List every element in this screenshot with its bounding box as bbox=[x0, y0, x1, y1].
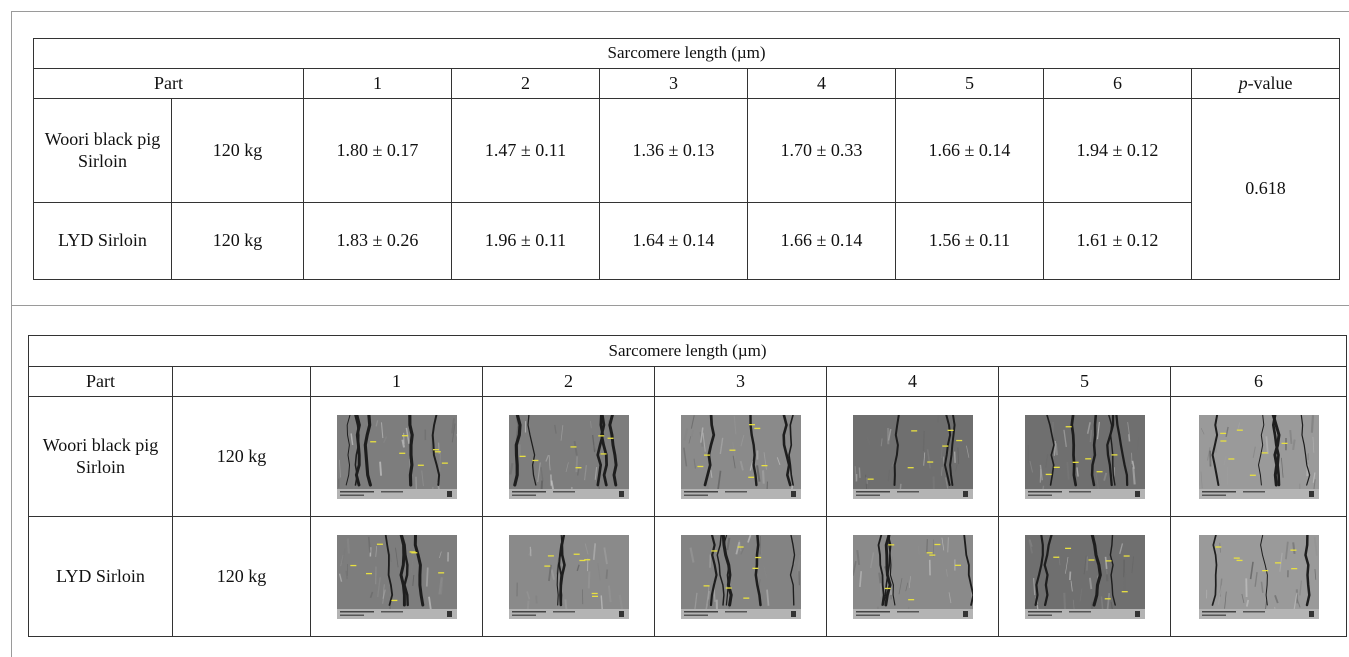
col-header: 4 bbox=[748, 69, 896, 99]
value-cell: 1.66 ± 0.14 bbox=[748, 203, 896, 280]
sem-image-cell bbox=[999, 517, 1171, 637]
col-header: 2 bbox=[452, 69, 600, 99]
value-cell: 1.61 ± 0.12 bbox=[1044, 203, 1192, 280]
sem-image-cell bbox=[1171, 397, 1347, 517]
value-cell: 1.56 ± 0.11 bbox=[896, 203, 1044, 280]
sem-image-cell bbox=[1171, 517, 1347, 637]
value-cell: 1.70 ± 0.33 bbox=[748, 99, 896, 203]
col-header: 3 bbox=[600, 69, 748, 99]
table-title: Sarcomere length (µm) bbox=[34, 39, 1340, 69]
value-cell: 1.64 ± 0.14 bbox=[600, 203, 748, 280]
table-row: Woori black pig Sirloin 120 kg bbox=[29, 397, 1347, 517]
sem-image-cell bbox=[655, 517, 827, 637]
table-title: Sarcomere length (µm) bbox=[29, 336, 1347, 367]
col-header: 3 bbox=[655, 367, 827, 397]
col-header: 2 bbox=[483, 367, 655, 397]
sem-micrograph bbox=[1025, 415, 1145, 499]
empty-header bbox=[173, 367, 311, 397]
sem-image-cell bbox=[999, 397, 1171, 517]
sem-image-cell bbox=[483, 397, 655, 517]
row-weight: 120 kg bbox=[172, 99, 304, 203]
sem-micrograph bbox=[853, 415, 973, 499]
part-header: Part bbox=[29, 367, 173, 397]
row-weight: 120 kg bbox=[172, 203, 304, 280]
value-cell: 1.66 ± 0.14 bbox=[896, 99, 1044, 203]
table-row: LYD Sirloin 120 kg bbox=[29, 517, 1347, 637]
col-header: 4 bbox=[827, 367, 999, 397]
sem-micrograph bbox=[681, 415, 801, 499]
col-header: 5 bbox=[896, 69, 1044, 99]
pvalue-cell: 0.618 bbox=[1192, 99, 1340, 280]
frame-mid-rule bbox=[11, 305, 1349, 306]
col-header: 6 bbox=[1044, 69, 1192, 99]
col-header: 1 bbox=[311, 367, 483, 397]
pvalue-header-italic: p bbox=[1239, 73, 1248, 93]
sem-micrograph bbox=[337, 535, 457, 619]
frame-left-rule bbox=[11, 11, 12, 657]
row-part: Woori black pig Sirloin bbox=[29, 397, 173, 517]
sem-micrograph bbox=[509, 415, 629, 499]
sem-micrograph bbox=[337, 415, 457, 499]
pvalue-header-rest: -value bbox=[1248, 73, 1293, 93]
sem-micrograph bbox=[681, 535, 801, 619]
row-weight: 120 kg bbox=[173, 397, 311, 517]
value-cell: 1.96 ± 0.11 bbox=[452, 203, 600, 280]
row-part: LYD Sirloin bbox=[34, 203, 172, 280]
sarcomere-values-table: Sarcomere length (µm) Part 1 2 3 4 5 6 p… bbox=[33, 38, 1340, 280]
value-cell: 1.80 ± 0.17 bbox=[304, 99, 452, 203]
row-weight: 120 kg bbox=[173, 517, 311, 637]
value-cell: 1.94 ± 0.12 bbox=[1044, 99, 1192, 203]
sem-micrograph bbox=[1199, 415, 1319, 499]
sem-image-cell bbox=[311, 517, 483, 637]
row-part: LYD Sirloin bbox=[29, 517, 173, 637]
value-cell: 1.47 ± 0.11 bbox=[452, 99, 600, 203]
sem-image-cell bbox=[655, 397, 827, 517]
table-row: Woori black pig Sirloin 120 kg 1.80 ± 0.… bbox=[34, 99, 1340, 203]
part-header: Part bbox=[34, 69, 304, 99]
sem-image-cell bbox=[827, 397, 999, 517]
sem-micrograph bbox=[853, 535, 973, 619]
pvalue-header: p-value bbox=[1192, 69, 1340, 99]
col-header: 5 bbox=[999, 367, 1171, 397]
col-header: 1 bbox=[304, 69, 452, 99]
row-part: Woori black pig Sirloin bbox=[34, 99, 172, 203]
sem-image-cell bbox=[311, 397, 483, 517]
table-row: LYD Sirloin 120 kg 1.83 ± 0.26 1.96 ± 0.… bbox=[34, 203, 1340, 280]
sem-micrograph bbox=[509, 535, 629, 619]
frame-top-rule bbox=[11, 11, 1349, 12]
value-cell: 1.83 ± 0.26 bbox=[304, 203, 452, 280]
sem-image-cell bbox=[827, 517, 999, 637]
col-header: 6 bbox=[1171, 367, 1347, 397]
sem-micrograph bbox=[1199, 535, 1319, 619]
value-cell: 1.36 ± 0.13 bbox=[600, 99, 748, 203]
sem-micrograph bbox=[1025, 535, 1145, 619]
sem-image-cell bbox=[483, 517, 655, 637]
sarcomere-images-table: Sarcomere length (µm) Part 1 2 3 4 5 6 W… bbox=[28, 335, 1347, 637]
